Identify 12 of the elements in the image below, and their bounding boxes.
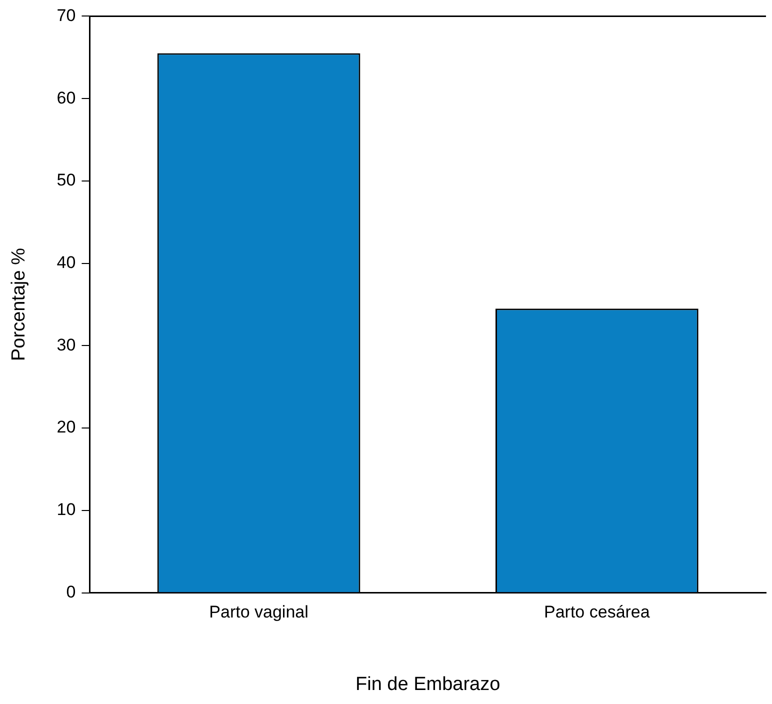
y-axis-title: Porcentaje % — [8, 248, 30, 362]
y-tick-label: 60 — [56, 88, 76, 108]
y-tick-label: 50 — [56, 170, 76, 190]
x-tick-label: Parto cesárea — [544, 602, 650, 622]
x-axis-title: Fin de Embarazo — [356, 674, 500, 695]
y-tick-label: 70 — [56, 6, 76, 25]
y-tick-label: 0 — [66, 582, 76, 602]
y-tick-label: 20 — [56, 418, 76, 437]
x-tick-label: Parto vaginal — [209, 602, 308, 622]
y-tick-label: 10 — [56, 500, 76, 520]
y-tick-label: 30 — [56, 335, 76, 354]
y-tick-label: 40 — [56, 253, 76, 272]
